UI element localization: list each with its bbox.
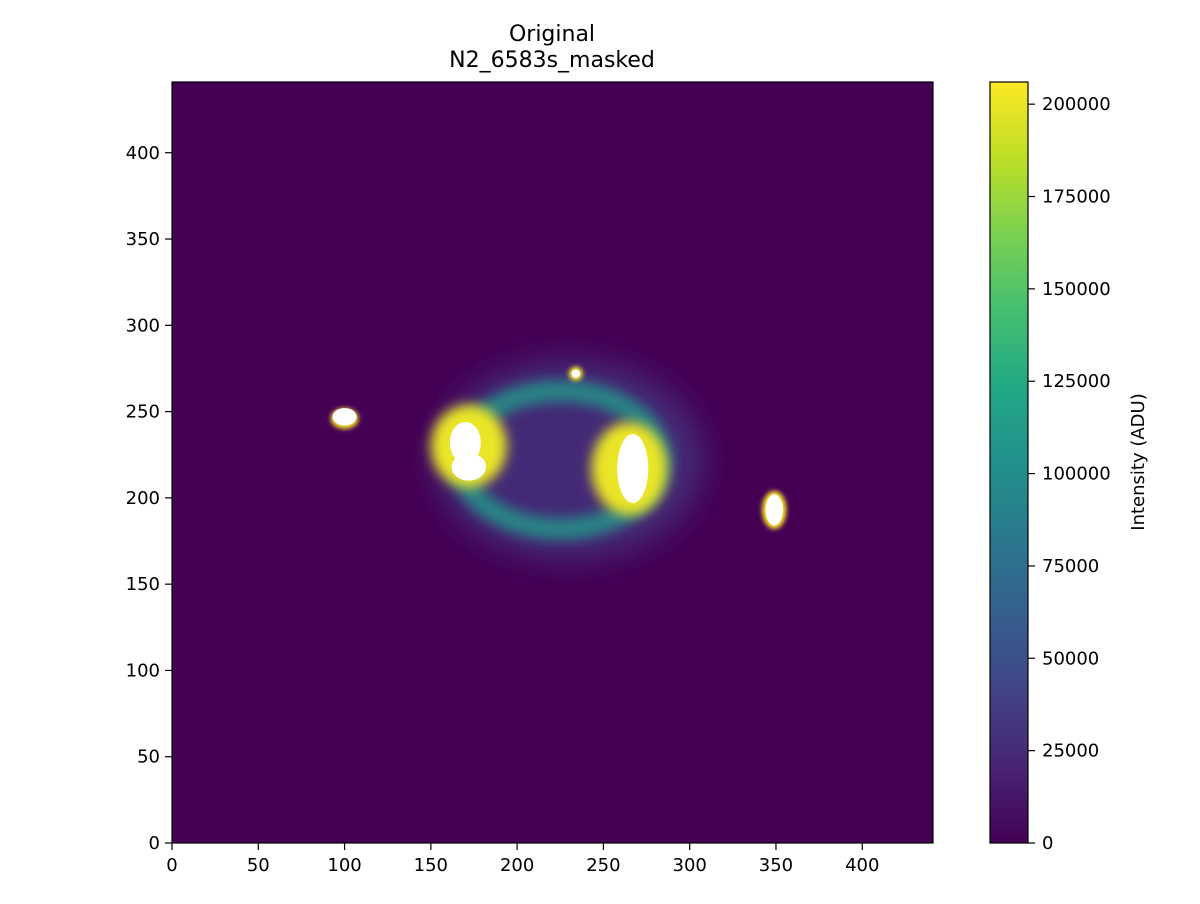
masked-region-5 <box>571 369 581 378</box>
masked-region-0 <box>449 421 481 464</box>
y-tick-label-0: 0 <box>149 833 160 854</box>
y-axis: 0 50 100 150 200 250 300 350 400 <box>126 143 172 854</box>
colorbar <box>989 81 1029 844</box>
chart-title-line-2: N2_6583s_masked <box>449 48 655 73</box>
masked-region-2 <box>617 434 649 504</box>
heatmap-image <box>172 82 933 843</box>
masked-region-4 <box>765 494 783 526</box>
colorbar-tick-label-200000: 200000 <box>1042 94 1111 115</box>
x-tick-label-250: 250 <box>586 855 620 876</box>
x-tick-label-150: 150 <box>414 855 448 876</box>
colorbar-tick-label-100000: 100000 <box>1042 464 1111 485</box>
colorbar-axis: 0 25000 50000 75000 100000 125000 150000 175000… <box>1028 94 1111 854</box>
masked-region-1 <box>451 453 487 481</box>
colorbar-tick-label-175000: 175000 <box>1042 187 1111 208</box>
x-tick-label-200: 200 <box>500 855 534 876</box>
colorbar-tick-label-150000: 150000 <box>1042 279 1111 300</box>
x-tick-label-350: 350 <box>759 855 793 876</box>
y-tick-label-350: 350 <box>126 229 160 250</box>
x-tick-label-100: 100 <box>327 855 361 876</box>
y-tick-label-200: 200 <box>126 488 160 509</box>
colorbar-tick-label-50000: 50000 <box>1042 648 1099 669</box>
y-tick-label-300: 300 <box>126 315 160 336</box>
x-tick-label-300: 300 <box>673 855 707 876</box>
y-tick-label-150: 150 <box>126 574 160 595</box>
x-tick-label-400: 400 <box>845 855 879 876</box>
colorbar-label: Intensity (ADU) <box>1128 393 1149 530</box>
y-tick-label-250: 250 <box>126 402 160 423</box>
x-tick-label-0: 0 <box>166 855 177 876</box>
y-tick-label-100: 100 <box>126 660 160 681</box>
x-tick-label-50: 50 <box>247 855 270 876</box>
plot-frame <box>171 81 934 844</box>
chart-title-line-1: Original <box>509 22 595 47</box>
masked-region-3 <box>332 408 357 426</box>
x-axis: 0 50 100 150 200 250 300 350 400 <box>166 843 879 876</box>
colorbar-tick-label-25000: 25000 <box>1042 741 1099 762</box>
colorbar-tick-label-75000: 75000 <box>1042 556 1099 577</box>
y-tick-label-50: 50 <box>137 747 160 768</box>
colorbar-tick-label-0: 0 <box>1042 833 1053 854</box>
colorbar-tick-label-125000: 125000 <box>1042 371 1111 392</box>
y-tick-label-400: 400 <box>126 143 160 164</box>
